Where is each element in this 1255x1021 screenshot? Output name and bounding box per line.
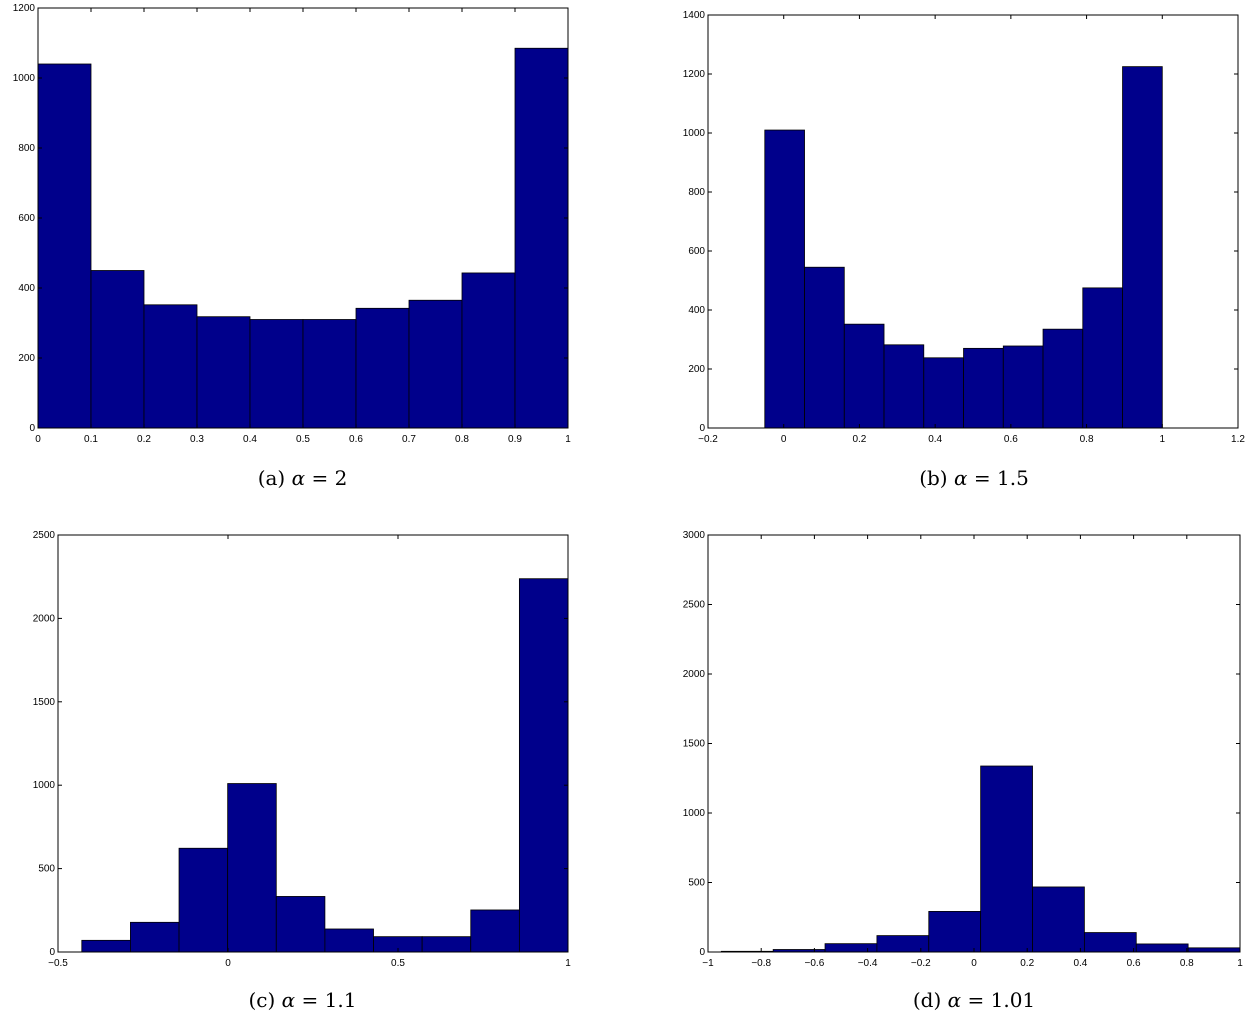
histogram-d-bar-4 [929,911,981,952]
histogram-d-y-tick-label-5: 2500 [683,600,706,611]
histogram-d-x-tick-label-4: −0.2 [911,958,931,969]
histogram-d-bar-2 [825,944,877,952]
histogram-panel-d: −1 −0.8 −0.6 −0.4 −0.2 0 0.2 0.4 0.6 0.8 1 0 500 1000… [0,0,1255,975]
histogram-d-x-tick-label-6: 0.2 [1020,958,1034,969]
histogram-d-bar-8 [1136,944,1188,952]
histogram-d-x-axis: −1 −0.8 −0.6 −0.4 −0.2 0 0.2 0.4 0.6 0.8 1 [702,535,1243,969]
histogram-d-bars [721,766,1240,952]
histogram-d-bar-9 [1188,948,1240,952]
histogram-d-x-tick-label-3: −0.4 [858,958,878,969]
histogram-d-plot: −1 −0.8 −0.6 −0.4 −0.2 0 0.2 0.4 0.6 0.8 1 0 500 1000… [0,0,1255,975]
histogram-d-x-tick-label-0: −1 [702,958,714,969]
caption-d-value: 1.01 [991,988,1036,1012]
histogram-d-x-tick-label-10: 1 [1237,958,1243,969]
histogram-d-bar-5 [981,766,1033,952]
histogram-d-x-tick-label-2: −0.6 [805,958,825,969]
histogram-d-bar-7 [1084,933,1136,952]
histogram-d-y-tick-label-6: 3000 [683,530,706,541]
histogram-d-x-tick-label-1: −0.8 [751,958,771,969]
histogram-d-y-tick-label-4: 2000 [683,669,706,680]
caption-c-tag: (c) [249,988,276,1012]
caption-d-operator: = [968,988,985,1012]
caption-d-symbol: α [948,988,962,1012]
histogram-d-y-axis: 0 500 1000 1500 2000 2500 3000 [683,530,1240,958]
caption-d: (d) α = 1.01 [708,988,1240,1012]
histogram-d-y-tick-label-0: 0 [699,947,705,958]
histogram-d-y-tick-label-1: 500 [688,878,705,889]
histogram-d-bar-6 [1033,887,1085,952]
caption-c-operator: = [302,988,319,1012]
histogram-d-x-tick-label-5: 0 [971,958,977,969]
histogram-d-x-tick-label-7: 0.4 [1073,958,1087,969]
histogram-d-x-tick-label-8: 0.6 [1127,958,1141,969]
caption-c-symbol: α [282,988,296,1012]
histogram-d-x-tick-label-9: 0.8 [1180,958,1194,969]
caption-c-value: 1.1 [325,988,357,1012]
histogram-d-axes-frame [708,535,1240,952]
histogram-d-y-tick-label-3: 1500 [683,739,706,750]
histogram-d-y-tick-label-2: 1000 [683,808,706,819]
caption-d-tag: (d) [913,988,941,1012]
caption-c: (c) α = 1.1 [0,988,605,1012]
